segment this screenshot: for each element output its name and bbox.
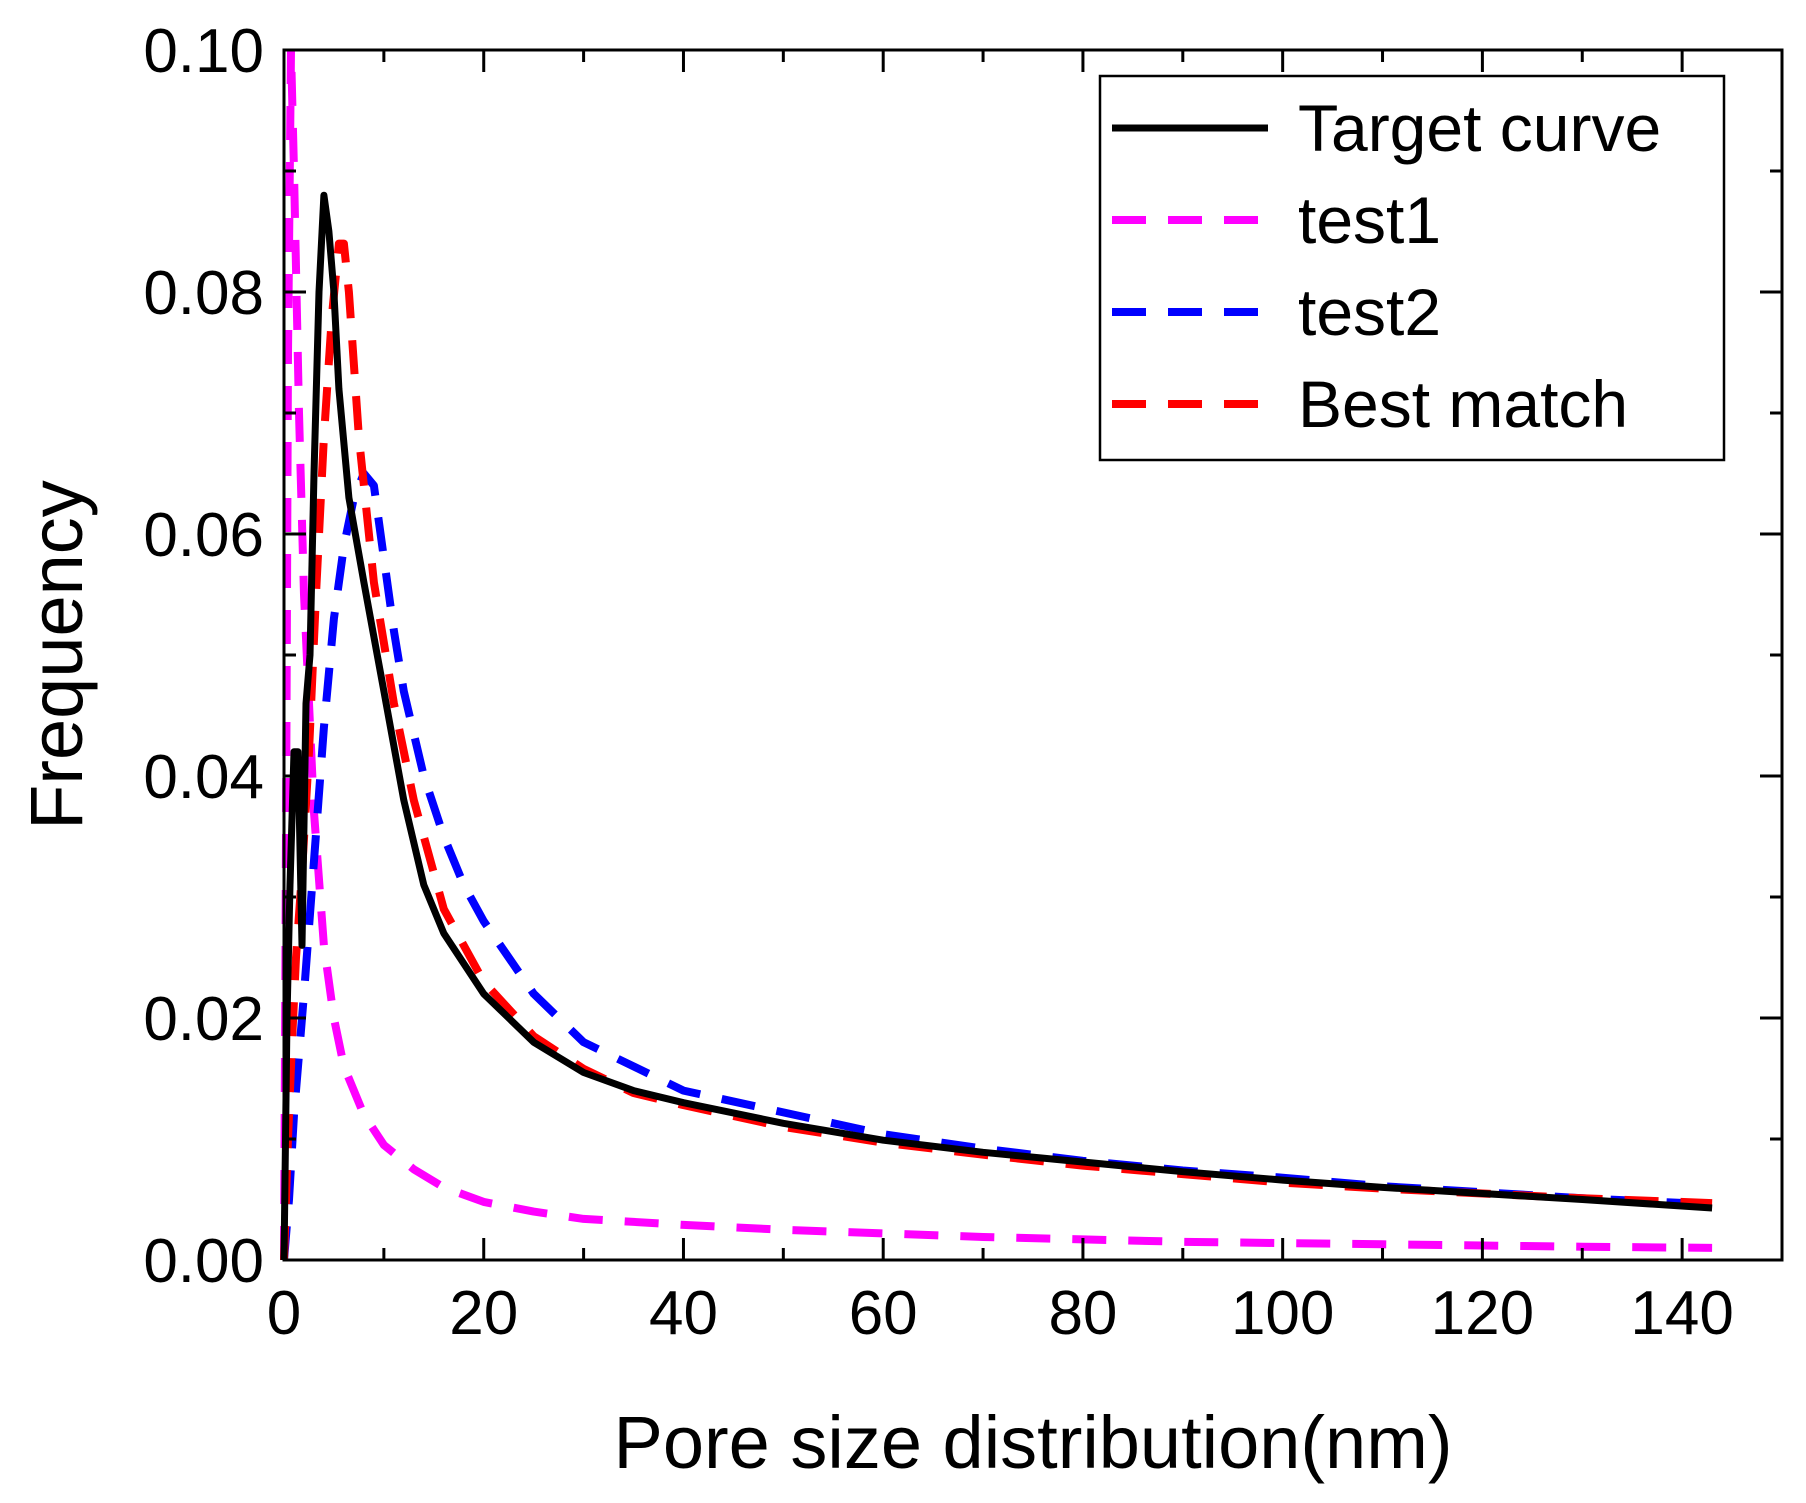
x-axis-title: Pore size distribution(nm) bbox=[614, 1401, 1453, 1484]
x-tick-label: 140 bbox=[1630, 1279, 1733, 1348]
x-tick-label: 100 bbox=[1231, 1279, 1334, 1348]
x-tick-label: 80 bbox=[1048, 1279, 1117, 1348]
x-tick-label: 120 bbox=[1431, 1279, 1534, 1348]
x-tick-label: 20 bbox=[449, 1279, 518, 1348]
series-line-best-match bbox=[280, 239, 1713, 1261]
y-tick-label: 0.08 bbox=[143, 259, 264, 328]
x-tick-label: 60 bbox=[849, 1279, 918, 1348]
legend-box bbox=[1098, 74, 1726, 462]
series-layer bbox=[280, 46, 1713, 1261]
legend: Target curve test1 test2 Best match bbox=[1098, 74, 1726, 462]
x-tick-label: 40 bbox=[649, 1279, 718, 1348]
y-tick-label: 0.02 bbox=[143, 985, 264, 1054]
x-tick-label: 0 bbox=[267, 1279, 301, 1348]
y-tick-label: 0.00 bbox=[143, 1227, 264, 1296]
ticks-layer: 0 20 40 60 80 100 120 140 0.00 0.02 0.04 0.06 0.08 0.… bbox=[143, 17, 1784, 1348]
y-axis-title: Frequency bbox=[15, 480, 98, 830]
series-line-test1 bbox=[280, 46, 1713, 1261]
y-tick-label: 0.04 bbox=[143, 743, 264, 812]
legend-label-test1: test1 bbox=[1298, 183, 1441, 257]
legend-label-best-match: Best match bbox=[1298, 367, 1628, 441]
legend-label-target-curve: Target curve bbox=[1298, 91, 1661, 165]
y-tick-label: 0.10 bbox=[143, 17, 264, 86]
legend-label-test2: test2 bbox=[1298, 275, 1441, 349]
y-tick-label: 0.06 bbox=[143, 501, 264, 570]
series-line-target-curve bbox=[280, 191, 1713, 1261]
series-line-test2 bbox=[280, 469, 1713, 1261]
